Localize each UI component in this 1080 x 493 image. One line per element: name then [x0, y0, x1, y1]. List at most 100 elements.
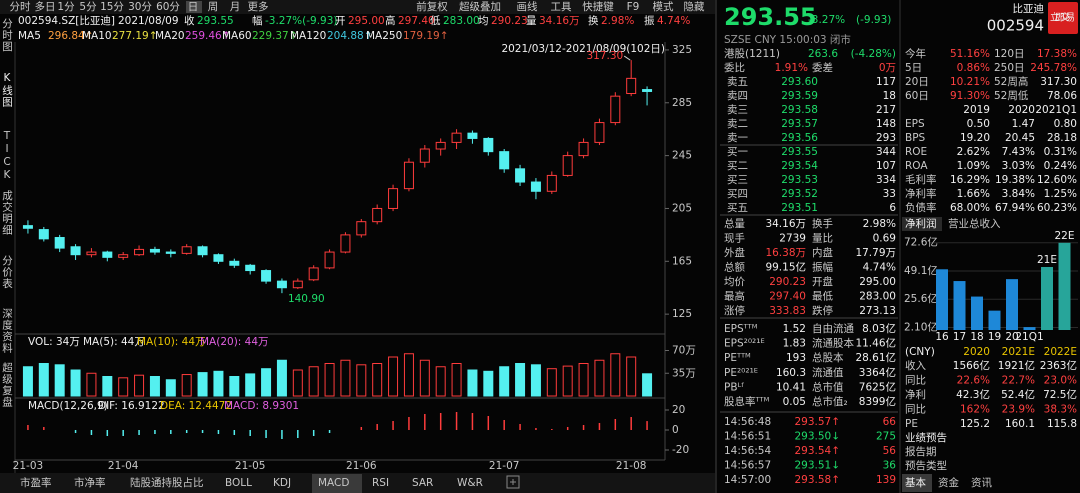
fin-value: 3.03%	[1002, 160, 1035, 172]
stat-label: 量比	[812, 232, 833, 245]
bid-level: 买四	[727, 188, 748, 200]
stat-value: 34.16万	[765, 218, 806, 230]
tool-button[interactable]: 画线	[517, 0, 538, 13]
ma-value: 204.88↑	[327, 30, 373, 42]
side-tab[interactable]: 分价表	[1, 255, 13, 290]
tool-button[interactable]: 工具	[551, 1, 572, 13]
stat-value: 295.00	[859, 276, 896, 288]
x-tick-label: 21-07	[489, 460, 520, 472]
side-tab[interactable]: 成交明细	[1, 190, 13, 236]
candle-body	[229, 260, 240, 266]
ma-value: 296.84↑	[48, 30, 94, 42]
trade-button[interactable]	[1048, 2, 1078, 34]
selected-tab	[902, 474, 932, 492]
candle-body	[38, 229, 49, 240]
candle-body	[134, 248, 145, 256]
fin-year: 2020	[1008, 104, 1035, 116]
ma-name: MA20	[155, 30, 185, 42]
indicator-tab[interactable]: 市净率	[74, 476, 106, 489]
candle-body	[356, 221, 367, 236]
label: 委比	[724, 61, 745, 74]
period-button[interactable]: 月	[230, 1, 241, 13]
indicator-tab[interactable]: RSI	[372, 477, 389, 489]
bid-size: 6	[889, 202, 896, 214]
tool-button[interactable]: F9	[627, 1, 640, 13]
period-button[interactable]: 日	[188, 1, 199, 13]
candle-body	[530, 181, 541, 192]
candle-body	[197, 246, 208, 256]
indicator-tab[interactable]: SAR	[412, 477, 433, 489]
x-tick-label: 19	[988, 331, 1001, 343]
market-status: SZSE CNY 15:00:03 闭市	[724, 33, 851, 46]
side-tab[interactable]: K线图	[1, 72, 13, 108]
period-button[interactable]: 更多	[248, 0, 269, 13]
profile-tab[interactable]: 资讯	[971, 476, 992, 489]
fin-value: 16.29%	[950, 174, 990, 186]
tick-price: 293.58↑	[794, 474, 840, 486]
forecast-label: 同比	[905, 374, 926, 387]
fin-value: 19.20	[960, 132, 990, 144]
candle-body	[372, 207, 383, 223]
field-value: 295.00	[348, 15, 385, 27]
profile-tab[interactable]: 基本	[905, 476, 926, 489]
candle-body	[562, 155, 573, 176]
add-tab[interactable]	[506, 475, 520, 489]
side-tab[interactable]: 深度资料	[1, 308, 13, 354]
forecast-year: (CNY)	[905, 346, 935, 358]
macd-header: DEA: 12.4472	[160, 400, 232, 412]
field-label: 量	[526, 15, 537, 27]
x-tick-label: 21-05	[235, 460, 266, 472]
fin-label: 自由流通	[812, 322, 854, 335]
indicator-tab[interactable]: 陆股通持股占比	[130, 476, 204, 489]
y-tick-label: -20	[672, 444, 689, 456]
period-button[interactable]: 分时	[10, 1, 31, 13]
forecast-value: 160.1	[1005, 418, 1035, 430]
side-tab[interactable]: TICK	[1, 130, 13, 182]
period-button[interactable]: 多日	[35, 0, 56, 13]
profile-tab[interactable]: 资金	[938, 476, 959, 489]
indicator-tab[interactable]: 市盈率	[20, 476, 52, 489]
period-button[interactable]: 60分	[156, 1, 180, 13]
candle-body	[499, 151, 510, 170]
field-label: 低	[430, 14, 441, 27]
label: 0万	[879, 62, 896, 74]
fin-value: 68.00%	[950, 202, 990, 214]
field-value: 293.55	[197, 15, 234, 27]
period-button[interactable]: 30分	[128, 1, 152, 13]
chart-tab[interactable]: 净利润	[905, 217, 937, 230]
fin-value: 1.47	[1012, 118, 1035, 130]
indicator-tab[interactable]: W&R	[457, 477, 483, 489]
side-tab[interactable]: 超级复盘	[1, 361, 13, 408]
volume-bar	[22, 366, 33, 397]
forecast-label: 同比	[905, 403, 926, 416]
indicator-tab[interactable]: KDJ	[273, 477, 291, 489]
y-tick-label: 165	[672, 255, 692, 267]
indicator-tab[interactable]: BOLL	[225, 477, 252, 489]
candle-body	[165, 251, 176, 254]
period-button[interactable]: 5分	[79, 1, 97, 13]
chart-tab[interactable]: 营业总收入	[948, 217, 1001, 230]
candle-body	[70, 246, 81, 256]
tool-button[interactable]: 快捷键	[582, 0, 614, 13]
period-button[interactable]: 1分	[57, 1, 75, 13]
trade-button-label[interactable]: 立即交易	[1050, 12, 1076, 24]
fin-value: 193	[786, 352, 806, 364]
period-button[interactable]: 15分	[100, 1, 124, 13]
forecast-year: 2022E	[1044, 346, 1077, 358]
side-tab[interactable]: 分时图	[1, 18, 13, 53]
bid-price: 293.53	[781, 174, 818, 186]
tool-button[interactable]: 模式	[653, 0, 674, 13]
forecast-year: 2020	[963, 346, 990, 358]
indicator-tab[interactable]: MACD	[318, 477, 349, 489]
volume-bar	[38, 363, 49, 397]
period-button[interactable]: 周	[208, 1, 219, 13]
tool-button[interactable]: 隐藏	[684, 1, 705, 13]
tool-button[interactable]: 前复权	[416, 0, 448, 13]
fin-label: PEᵀᵀᴹ	[724, 352, 751, 364]
tool-button[interactable]: 超级叠加	[459, 0, 501, 13]
stat-label: 总额	[724, 261, 745, 274]
high-label: 317.30	[586, 50, 623, 62]
stat-value: 333.83	[769, 305, 806, 317]
fin-value: 28.18	[1047, 132, 1077, 144]
fin-value: 3364亿	[859, 366, 896, 379]
